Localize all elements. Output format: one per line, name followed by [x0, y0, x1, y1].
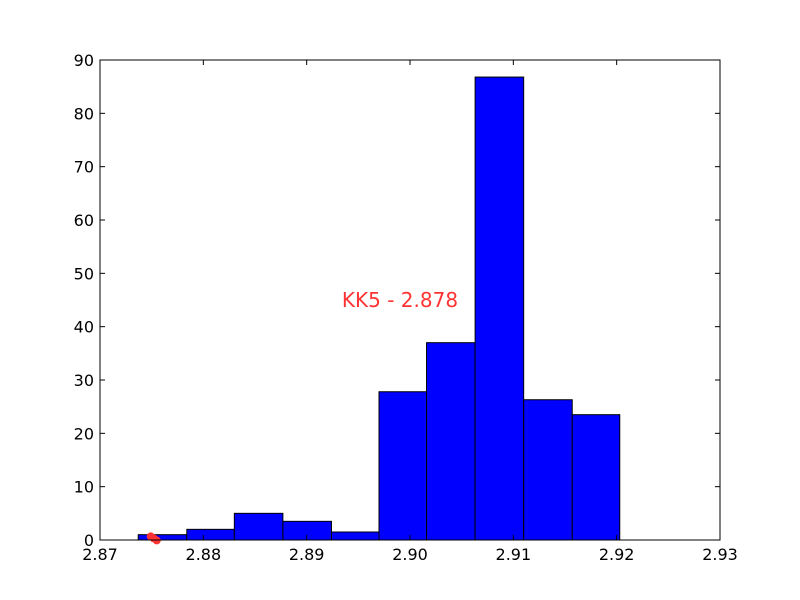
- histogram-bar-4: [330, 531, 380, 541]
- x-tick-label: 2.90: [392, 545, 428, 564]
- x-tick-label: 2.93: [702, 545, 738, 564]
- histogram-bar-8: [523, 399, 573, 541]
- histogram-bar-5: [378, 391, 428, 541]
- y-tick-label: 50: [74, 264, 94, 283]
- annotation-label: KK5 - 2.878: [342, 288, 458, 312]
- y-tick-label: 80: [74, 104, 94, 123]
- histogram-bar-9: [571, 414, 621, 541]
- x-ticks-group: 2.87 2.88 2.89 2.90 2.91 2.92 2.93: [82, 60, 738, 564]
- bars-group: [137, 76, 621, 541]
- x-tick-label: 2.88: [186, 545, 222, 564]
- y-tick-label: 70: [74, 158, 94, 177]
- histogram-bar-3: [282, 520, 332, 541]
- y-ticks-group: 0 10 20 30 40 50 60 70 80 90: [74, 51, 720, 550]
- histogram-bar-0: [137, 534, 188, 541]
- x-tick-label: 2.92: [599, 545, 635, 564]
- y-tick-label: 90: [74, 51, 94, 70]
- histogram-bar-2: [233, 512, 284, 541]
- histogram-bar-1: [186, 528, 235, 541]
- y-tick-label: 60: [74, 211, 94, 230]
- y-tick-label: 10: [74, 478, 94, 497]
- y-tick-label: 20: [74, 424, 94, 443]
- y-tick-label: 0: [84, 531, 94, 550]
- y-tick-label: 30: [74, 371, 94, 390]
- histogram-bar-6: [426, 342, 476, 541]
- x-tick-label: 2.89: [289, 545, 325, 564]
- histogram-bar-7: [474, 76, 525, 541]
- y-tick-label: 40: [74, 318, 94, 337]
- x-tick-label: 2.91: [496, 545, 532, 564]
- x-tick-label: 2.87: [82, 545, 118, 564]
